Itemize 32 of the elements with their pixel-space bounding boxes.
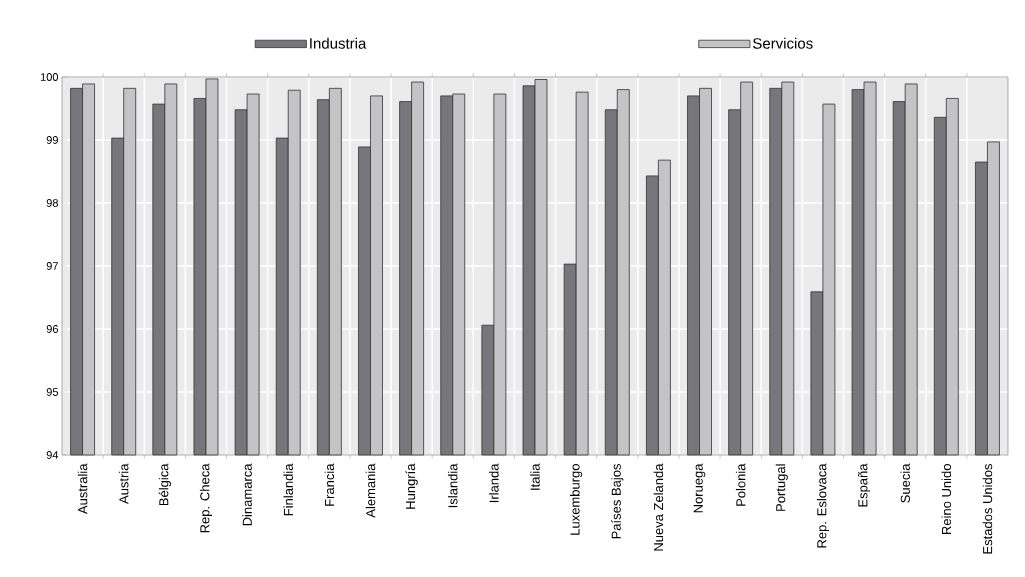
x-tick-label: Nueva Zelanda <box>653 463 664 551</box>
x-tick-label: Irlanda <box>489 463 499 503</box>
y-tick-label: 94 <box>46 451 59 459</box>
x-tick-label: Australia <box>77 463 88 515</box>
y-tick-label: 97 <box>46 262 58 270</box>
x-tick-label: Luxemburgo <box>570 464 583 535</box>
y-tick-label: 96 <box>46 325 58 333</box>
x-tick-label: Suecia <box>900 463 910 503</box>
x-tick-label: Polonia <box>735 463 746 506</box>
x-tick-label: Estados Unidos <box>982 464 993 554</box>
x-tick-label: Italia <box>530 463 540 490</box>
y-tick-label: 99 <box>46 136 58 144</box>
y-tick-label: 98 <box>46 199 58 207</box>
x-tick-label: Alemania <box>365 463 376 518</box>
x-tick-label: Rep. Checa <box>199 463 213 533</box>
x-tick-label: Portugal <box>775 464 788 511</box>
y-tick-label: 95 <box>46 388 58 396</box>
x-tick-label: Noruega <box>693 463 706 513</box>
x-tick-label: Hungría <box>405 463 418 509</box>
x-tick-label: Reino Unido <box>941 464 952 534</box>
x-tick-label: Dinamarca <box>242 463 252 526</box>
x-tick-label: Países Bajos <box>611 464 624 539</box>
x-tick-label: Rep. Eslovaca <box>816 463 829 548</box>
x-tick-label: Francia <box>324 463 335 506</box>
x-tick-label: Finlandia <box>283 463 293 516</box>
x-tick-label: Bélgica <box>158 463 171 506</box>
x-tick-label: Austria <box>118 463 129 504</box>
legend-label: Industria <box>310 37 367 49</box>
x-tick-label: España <box>858 463 871 507</box>
x-tick-label: Islandia <box>447 463 458 508</box>
y-tick-label: 100 <box>40 73 59 81</box>
legend-label: Servicios <box>753 37 813 49</box>
